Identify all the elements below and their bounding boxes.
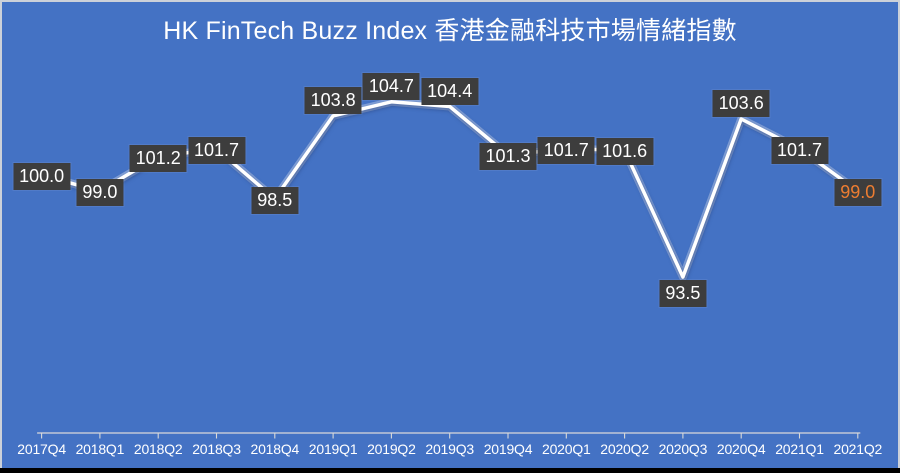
x-axis-label-2019Q1: 2019Q1 bbox=[308, 441, 358, 457]
x-axis-label-2019Q4: 2019Q4 bbox=[483, 441, 533, 457]
series-line-glow bbox=[37, 97, 862, 281]
data-label-2020Q2: 101.6 bbox=[596, 138, 654, 166]
x-axis-label-2021Q2: 2021Q2 bbox=[833, 441, 883, 457]
x-axis-label-2018Q4: 2018Q4 bbox=[250, 441, 300, 457]
bottom-edge-bar bbox=[0, 468, 900, 473]
data-label-2018Q4: 98.5 bbox=[251, 186, 299, 214]
data-label-2021Q1: 101.7 bbox=[770, 136, 829, 164]
data-label-2019Q4: 101.3 bbox=[479, 143, 537, 170]
x-axis-label-2018Q2: 2018Q2 bbox=[133, 441, 183, 457]
x-axis-label-2018Q1: 2018Q1 bbox=[75, 441, 125, 457]
data-label-2018Q3: 101.7 bbox=[187, 136, 246, 164]
data-label-2018Q1: 99.0 bbox=[76, 179, 124, 206]
data-label-2019Q3: 104.4 bbox=[421, 77, 479, 105]
x-axis-label-2020Q2: 2020Q2 bbox=[600, 441, 649, 457]
x-axis-label-2019Q3: 2019Q3 bbox=[425, 441, 474, 457]
data-label-2018Q2: 101.2 bbox=[129, 144, 187, 172]
chart-title: HK FinTech Buzz Index 香港金融科技市場情緒指數 bbox=[163, 17, 737, 45]
x-axis-label-2020Q3: 2020Q3 bbox=[658, 441, 708, 457]
x-axis-label-2020Q4: 2020Q4 bbox=[716, 441, 766, 457]
x-axis-label-2021Q1: 2021Q1 bbox=[775, 441, 824, 457]
data-label-2019Q2: 104.7 bbox=[362, 72, 420, 100]
data-label-2020Q1: 101.7 bbox=[537, 136, 595, 164]
x-axis-label-2019Q2: 2019Q2 bbox=[367, 441, 416, 457]
x-axis-label-2017Q4: 2017Q4 bbox=[17, 441, 66, 457]
x-axis-label-2018Q3: 2018Q3 bbox=[192, 441, 241, 457]
data-label-2021Q2: 99.0 bbox=[834, 179, 882, 206]
data-label-2019Q1: 103.8 bbox=[304, 86, 362, 114]
data-label-2020Q4: 103.6 bbox=[712, 90, 770, 117]
x-axis-label-2020Q1: 2020Q1 bbox=[541, 441, 591, 457]
data-label-2020Q3: 93.5 bbox=[659, 280, 707, 307]
data-label-2017Q4: 100.0 bbox=[13, 163, 71, 191]
